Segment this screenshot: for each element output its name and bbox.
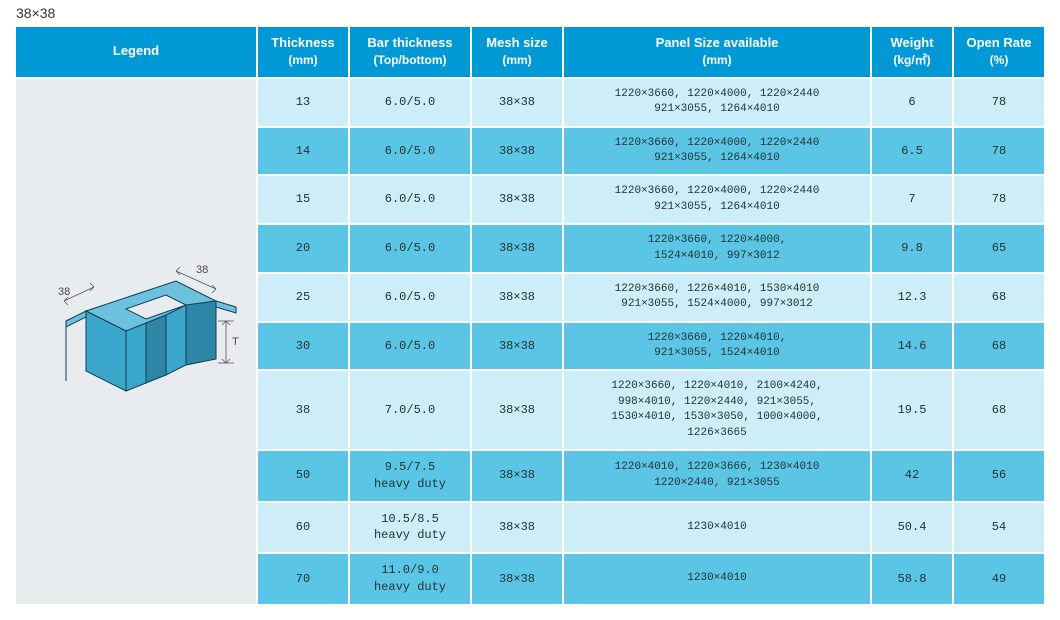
cell-open: 56: [954, 451, 1044, 501]
cell-bar: 9.5/7.5heavy duty: [350, 451, 470, 501]
cell-thickness: 50: [258, 451, 348, 501]
cell-mesh: 38×38: [472, 274, 562, 321]
cell-open: 68: [954, 323, 1044, 370]
cell-bar: 10.5/8.5heavy duty: [350, 503, 470, 553]
cell-bar: 6.0/5.0: [350, 323, 470, 370]
cell-thickness: 30: [258, 323, 348, 370]
cell-open: 68: [954, 371, 1044, 449]
page-title: 38×38: [16, 5, 1046, 21]
cell-bar: 6.0/5.0: [350, 274, 470, 321]
cell-weight: 6.5: [872, 128, 952, 175]
cell-thickness: 38: [258, 371, 348, 449]
cell-weight: 19.5: [872, 371, 952, 449]
cell-thickness: 70: [258, 554, 348, 604]
cell-weight: 12.3: [872, 274, 952, 321]
cell-weight: 58.8: [872, 554, 952, 604]
cell-mesh: 38×38: [472, 371, 562, 449]
cell-panel: 1220×3660, 1226×4010, 1530×4010921×3055,…: [564, 274, 870, 321]
cell-panel: 1220×3660, 1220×4000, 1220×2440921×3055,…: [564, 79, 870, 126]
col-header: Thickness(mm): [258, 27, 348, 77]
cell-open: 78: [954, 79, 1044, 126]
cell-panel: 1220×3660, 1220×4000,1524×4010, 997×3012: [564, 225, 870, 272]
cell-weight: 9.8: [872, 225, 952, 272]
cell-panel: 1220×3660, 1220×4010,921×3055, 1524×4010: [564, 323, 870, 370]
cell-open: 78: [954, 176, 1044, 223]
cell-open: 49: [954, 554, 1044, 604]
grating-diagram: .f{fill:#3aa6c9;stroke:#0d3e56;stroke-wi…: [26, 231, 246, 451]
cell-panel: 1230×4010: [564, 554, 870, 604]
cell-panel: 1220×3660, 1220×4000, 1220×2440921×3055,…: [564, 176, 870, 223]
cell-panel: 1220×3660, 1220×4000, 1220×2440921×3055,…: [564, 128, 870, 175]
col-header: Legend: [16, 27, 256, 77]
cell-mesh: 38×38: [472, 323, 562, 370]
cell-mesh: 38×38: [472, 451, 562, 501]
dim-a-label: 38: [58, 286, 70, 298]
cell-mesh: 38×38: [472, 225, 562, 272]
col-header: Open Rate(%): [954, 27, 1044, 77]
cell-open: 65: [954, 225, 1044, 272]
cell-bar: 6.0/5.0: [350, 79, 470, 126]
cell-mesh: 38×38: [472, 554, 562, 604]
cell-mesh: 38×38: [472, 176, 562, 223]
cell-open: 54: [954, 503, 1044, 553]
col-header: Weight(kg/㎡): [872, 27, 952, 77]
cell-mesh: 38×38: [472, 128, 562, 175]
cell-weight: 6: [872, 79, 952, 126]
cell-mesh: 38×38: [472, 79, 562, 126]
legend-cell: .f{fill:#3aa6c9;stroke:#0d3e56;stroke-wi…: [16, 79, 256, 604]
cell-thickness: 25: [258, 274, 348, 321]
cell-thickness: 13: [258, 79, 348, 126]
cell-bar: 6.0/5.0: [350, 128, 470, 175]
cell-mesh: 38×38: [472, 503, 562, 553]
col-header: Mesh size(mm): [472, 27, 562, 77]
cell-panel: 1220×4010, 1220×3666, 1230×40101220×2440…: [564, 451, 870, 501]
cell-bar: 7.0/5.0: [350, 371, 470, 449]
cell-bar: 6.0/5.0: [350, 176, 470, 223]
cell-thickness: 15: [258, 176, 348, 223]
col-header: Panel Size available(mm): [564, 27, 870, 77]
cell-thickness: 14: [258, 128, 348, 175]
cell-thickness: 20: [258, 225, 348, 272]
cell-thickness: 60: [258, 503, 348, 553]
cell-bar: 6.0/5.0: [350, 225, 470, 272]
dim-t-label: T: [232, 336, 239, 348]
cell-weight: 50.4: [872, 503, 952, 553]
cell-panel: 1230×4010: [564, 503, 870, 553]
cell-bar: 11.0/9.0heavy duty: [350, 554, 470, 604]
cell-panel: 1220×3660, 1220×4010, 2100×4240,998×4010…: [564, 371, 870, 449]
cell-weight: 42: [872, 451, 952, 501]
cell-open: 68: [954, 274, 1044, 321]
dim-b-label: 38: [196, 264, 208, 276]
cell-weight: 14.6: [872, 323, 952, 370]
col-header: Bar thickness(Top/bottom): [350, 27, 470, 77]
cell-weight: 7: [872, 176, 952, 223]
spec-table: LegendThickness(mm)Bar thickness(Top/bot…: [14, 25, 1046, 606]
cell-open: 78: [954, 128, 1044, 175]
